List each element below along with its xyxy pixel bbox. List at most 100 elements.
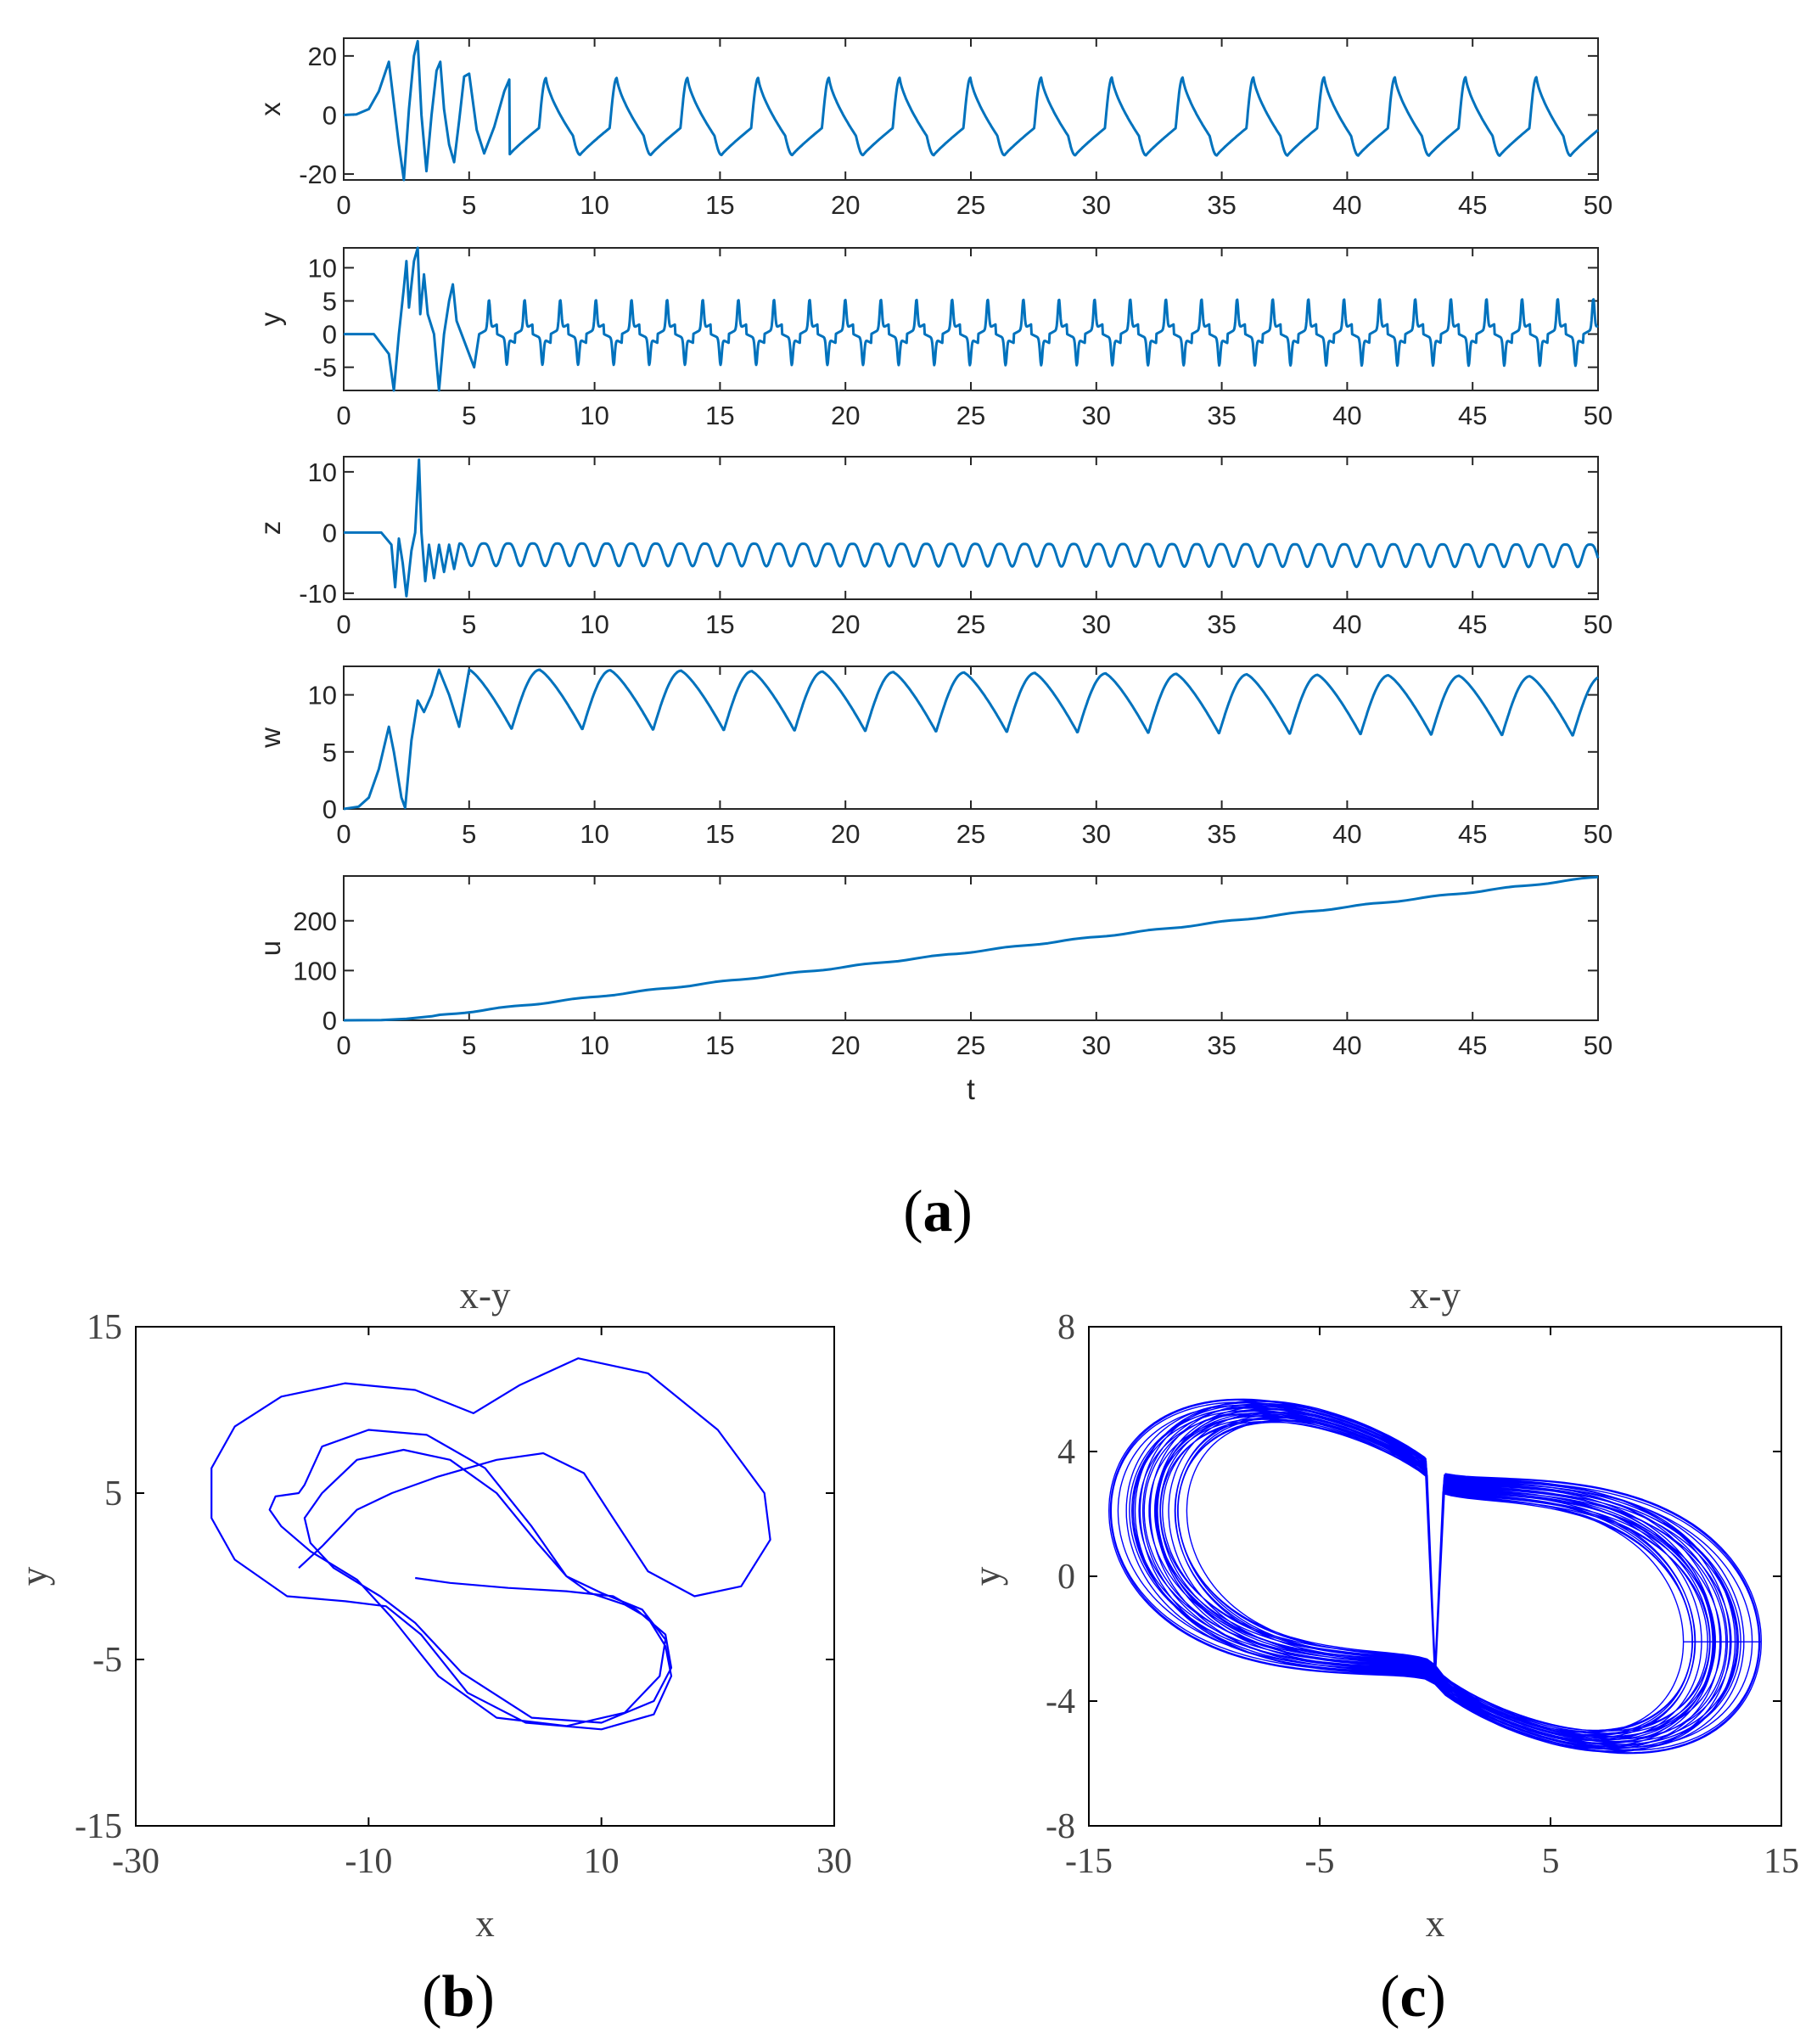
x-axis-label: x: [475, 1902, 495, 1945]
y-tick-label: -4: [1046, 1682, 1075, 1721]
series-line-w: [343, 668, 1599, 811]
x-tick-label: 35: [1207, 819, 1236, 849]
x-tick-label: -30: [112, 1842, 160, 1881]
x-tick-label: 5: [462, 401, 476, 430]
y-tick-label: 10: [308, 458, 337, 487]
x-tick-label: 20: [831, 190, 860, 220]
x-tick-label: 20: [831, 1030, 860, 1060]
x-tick-label: 30: [1082, 609, 1111, 639]
x-tick-label: 5: [462, 190, 476, 220]
y-tick-label: 0: [1057, 1558, 1075, 1597]
y-tick-label: 5: [322, 738, 337, 767]
x-tick-label: 10: [584, 1842, 620, 1881]
x-tick-label: 45: [1458, 401, 1487, 430]
x-tick-label: 45: [1458, 819, 1487, 849]
x-tick-label: 25: [956, 609, 985, 639]
series-line-u: [343, 875, 1599, 1022]
x-tick-label: 15: [705, 401, 734, 430]
x-tick-label: -10: [345, 1842, 392, 1881]
x-tick-label: 40: [1332, 609, 1361, 639]
x-axis-label-t: t: [967, 1073, 975, 1106]
x-tick-label: -5: [1305, 1842, 1335, 1881]
x-tick-label: 5: [462, 819, 476, 849]
y-tick-label: 20: [308, 42, 337, 71]
x-tick-label: -15: [1065, 1842, 1113, 1881]
y-axis-label-u: u: [255, 941, 286, 956]
y-tick-label: -15: [75, 1807, 122, 1846]
y-axis-label: y: [13, 1566, 55, 1586]
x-tick-label: 35: [1207, 1030, 1236, 1060]
x-tick-label: 25: [956, 401, 985, 430]
trajectory-line: [1108, 1398, 1762, 1755]
x-tick-label: 0: [336, 401, 351, 430]
axes-box-w: [343, 665, 1599, 810]
subplot-u: 0 5 10 15 20 25 30 35 40 45 50 0 100 200 u: [255, 875, 1612, 1060]
x-tick-label: 35: [1207, 609, 1236, 639]
y-axis-label: y: [966, 1566, 1008, 1586]
caption-a: (a): [903, 1179, 973, 1244]
axes-box-y: [343, 247, 1599, 391]
x-tick-label: 20: [831, 401, 860, 430]
x-tick-label: 50: [1584, 819, 1612, 849]
x-tick-label: 0: [336, 190, 351, 220]
panel-c-phase-portrait: -15 -5 5 15 -8 -4 0 4 8 x-y x y: [966, 1274, 1799, 1945]
x-tick-label: 25: [956, 1030, 985, 1060]
y-tick-label: 100: [293, 956, 337, 986]
x-tick-label: 10: [580, 609, 608, 639]
x-tick-label: 50: [1584, 190, 1612, 220]
panel-b-phase-portrait: -30 -10 10 30 -15 -5 5 15 x-y x y: [13, 1274, 852, 1945]
y-tick-label: 0: [322, 518, 337, 548]
x-tick-label: 20: [831, 609, 860, 639]
y-tick-label: 5: [322, 287, 337, 317]
axes-box-x: [343, 37, 1599, 181]
y-tick-label: 10: [308, 253, 337, 283]
y-tick-label: -5: [93, 1641, 122, 1680]
x-tick-label: 15: [705, 819, 734, 849]
x-tick-label: 45: [1458, 190, 1487, 220]
axes-box-z: [343, 456, 1599, 600]
x-tick-label: 10: [580, 819, 608, 849]
x-axis-label: x: [1426, 1902, 1445, 1945]
x-tick-label: 0: [336, 1030, 351, 1060]
panel-title: x-y: [460, 1274, 511, 1317]
y-tick-label: 0: [322, 100, 337, 130]
x-tick-label: 35: [1207, 190, 1236, 220]
x-tick-label: 15: [705, 190, 734, 220]
x-tick-label: 0: [336, 609, 351, 639]
x-tick-label: 10: [580, 401, 608, 430]
caption-c: (c): [1380, 1964, 1446, 2030]
series-line-y: [344, 246, 1599, 392]
series-line-z: [344, 458, 1600, 598]
x-tick-label: 10: [580, 1030, 608, 1060]
x-tick-label: 40: [1332, 190, 1361, 220]
y-tick-label: 5: [104, 1474, 122, 1513]
x-tick-label: 40: [1332, 401, 1361, 430]
x-tick-label: 0: [336, 819, 351, 849]
y-tick-label: 15: [87, 1308, 122, 1347]
y-tick-label: 8: [1057, 1308, 1075, 1347]
y-axis-label-y: y: [255, 312, 286, 326]
subplot-w: 0 5 10 15 20 25 30 35 40 45 50 0 5 10 w: [255, 665, 1612, 849]
panel-title: x-y: [1410, 1274, 1461, 1317]
y-tick-label: 10: [308, 681, 337, 710]
y-tick-label: -5: [313, 353, 337, 383]
series-line-x: [343, 40, 1599, 182]
y-tick-label: -8: [1046, 1807, 1075, 1846]
x-tick-label: 10: [580, 190, 608, 220]
x-tick-label: 15: [1764, 1842, 1799, 1881]
x-tick-label: 50: [1584, 1030, 1612, 1060]
x-tick-label: 40: [1332, 1030, 1361, 1060]
axes-box-u: [343, 875, 1599, 1021]
x-tick-label: 30: [1082, 190, 1111, 220]
x-tick-label: 15: [705, 1030, 734, 1060]
x-tick-label: 30: [816, 1842, 852, 1881]
trajectory-line: [210, 1357, 771, 1731]
axes-box: [1088, 1326, 1782, 1827]
x-tick-label: 50: [1584, 401, 1612, 430]
y-tick-label: -20: [299, 160, 337, 189]
x-tick-label: 45: [1458, 609, 1487, 639]
